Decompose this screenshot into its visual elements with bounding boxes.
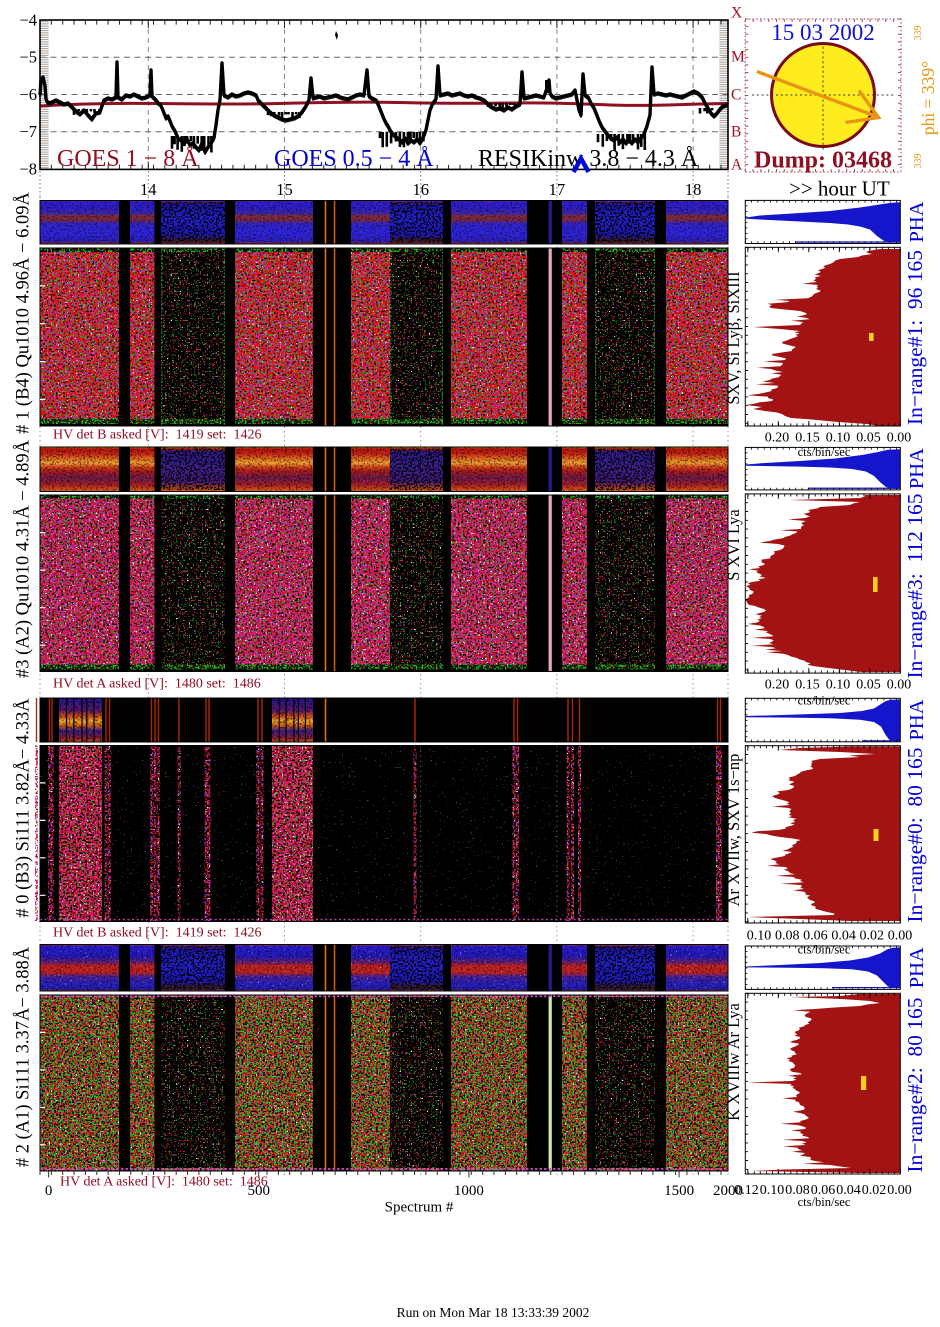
svg-text:cts/bin/sec: cts/bin/sec xyxy=(798,445,851,459)
svg-text:GOES 0.5 − 4 Å: GOES 0.5 − 4 Å xyxy=(274,146,434,172)
svg-text:In−range#1: 96 165: In−range#1: 96 165 xyxy=(903,250,927,425)
svg-text:0.00: 0.00 xyxy=(887,431,912,446)
svg-text:PHA: PHA xyxy=(906,201,928,242)
svg-text:HV det A asked [V]: 1480 set:: HV det A asked [V]: 1480 set: 1486 xyxy=(53,677,261,692)
svg-text:In−range#0: 80 165: In−range#0: 80 165 xyxy=(903,747,927,922)
svg-text:0.08: 0.08 xyxy=(785,1183,810,1198)
svg-text:−7: −7 xyxy=(19,122,37,141)
svg-text:2000: 2000 xyxy=(713,1183,743,1199)
svg-text:0.10: 0.10 xyxy=(826,431,851,446)
svg-text:SXV, Si Lyβ, SiXIII: SXV, Si Lyβ, SiXIII xyxy=(724,271,743,404)
svg-text:0.05: 0.05 xyxy=(856,678,881,693)
svg-text:0.04: 0.04 xyxy=(831,929,856,944)
svg-text:−5: −5 xyxy=(19,47,37,66)
svg-text:GOES 1 − 8 Å: GOES 1 − 8 Å xyxy=(57,146,199,172)
svg-text:B: B xyxy=(731,124,741,141)
svg-text:0.06: 0.06 xyxy=(803,929,828,944)
svg-text:500: 500 xyxy=(247,1183,270,1199)
svg-text:PHA: PHA xyxy=(906,947,928,988)
svg-text:In−range#2: 80 165: In−range#2: 80 165 xyxy=(903,997,927,1172)
svg-text:0: 0 xyxy=(45,1183,53,1199)
svg-text:0.12: 0.12 xyxy=(734,1183,759,1198)
svg-text:S XVI Lya: S XVI Lya xyxy=(724,509,743,581)
svg-text:0.04: 0.04 xyxy=(836,1183,861,1198)
svg-text:14: 14 xyxy=(140,180,157,199)
svg-text:0.00: 0.00 xyxy=(888,929,913,944)
svg-text:Run on Mon Mar 18 13:33:39 200: Run on Mon Mar 18 13:33:39 2002 xyxy=(397,1305,590,1320)
svg-text:0.15: 0.15 xyxy=(795,678,820,693)
svg-text:X: X xyxy=(731,5,742,22)
svg-text:HV det A asked [V]: 1480 set:: HV det A asked [V]: 1480 set: 1486 xyxy=(60,1175,268,1190)
svg-text:0.10: 0.10 xyxy=(826,678,851,693)
svg-text:A: A xyxy=(731,157,743,174)
svg-text:17: 17 xyxy=(549,180,566,199)
svg-text:0.02: 0.02 xyxy=(860,929,885,944)
svg-text:0.10: 0.10 xyxy=(760,1183,785,1198)
svg-text:1500: 1500 xyxy=(664,1183,694,1199)
svg-text:M: M xyxy=(731,49,745,66)
svg-text:0.02: 0.02 xyxy=(862,1183,887,1198)
svg-text:0.06: 0.06 xyxy=(811,1183,836,1198)
svg-text:−6: −6 xyxy=(19,85,37,104)
svg-text:Spectrum #: Spectrum # xyxy=(385,1200,454,1216)
svg-text:−4: −4 xyxy=(19,10,37,29)
svg-text:0.20: 0.20 xyxy=(765,431,790,446)
svg-text:# 1 (B4) Qu1010 4.96Å − 6.09Å: # 1 (B4) Qu1010 4.96Å − 6.09Å xyxy=(13,192,34,434)
svg-text:C: C xyxy=(731,87,741,104)
svg-text:In−range#3: 112 165: In−range#3: 112 165 xyxy=(903,493,927,678)
svg-text:phi = 339°: phi = 339° xyxy=(918,61,938,135)
svg-text:18: 18 xyxy=(685,180,702,199)
svg-text:cts/bin/sec: cts/bin/sec xyxy=(798,694,851,708)
svg-text:15: 15 xyxy=(276,180,293,199)
svg-text:−8: −8 xyxy=(19,160,37,179)
svg-text:15 03 2002: 15 03 2002 xyxy=(771,20,875,45)
svg-text:# 0 (B3) Si111 3.82Å− 4.33Å: # 0 (B3) Si111 3.82Å− 4.33Å xyxy=(13,698,34,918)
svg-text:#3 (A2) Qu1010 4.31Å − 4.89Å: #3 (A2) Qu1010 4.31Å − 4.89Å xyxy=(13,439,34,678)
svg-text:0.15: 0.15 xyxy=(795,431,820,446)
svg-text:>> hour UT: >> hour UT xyxy=(789,177,890,201)
svg-text:0.05: 0.05 xyxy=(856,431,881,446)
svg-text:HV det B asked [V]: 1419 set:: HV det B asked [V]: 1419 set: 1426 xyxy=(53,926,262,941)
svg-text:# 2 (A1) Si111 3.37Å− 3.88Å: # 2 (A1) Si111 3.37Å− 3.88Å xyxy=(13,946,34,1167)
svg-text:PHA: PHA xyxy=(906,699,928,740)
svg-text:PHA: PHA xyxy=(906,448,928,489)
svg-text:1000: 1000 xyxy=(454,1183,484,1199)
svg-text:0.00: 0.00 xyxy=(887,1183,912,1198)
svg-text:cts/bin/sec: cts/bin/sec xyxy=(798,1195,851,1209)
svg-text:0.10: 0.10 xyxy=(747,929,772,944)
svg-text:0.20: 0.20 xyxy=(765,678,790,693)
svg-text:Dump: 03468: Dump: 03468 xyxy=(754,148,892,174)
svg-text:339: 339 xyxy=(913,154,924,169)
svg-text:K XVIIIw Ar Lya: K XVIIIw Ar Lya xyxy=(724,1002,743,1120)
svg-text:16: 16 xyxy=(412,180,429,199)
svg-text:0.00: 0.00 xyxy=(887,678,912,693)
svg-text:cts/bin/sec: cts/bin/sec xyxy=(798,943,851,957)
svg-text:339: 339 xyxy=(913,26,924,41)
svg-text:0.08: 0.08 xyxy=(775,929,800,944)
svg-text:Ar XVIIw, SXV 1s−np: Ar XVIIw, SXV 1s−np xyxy=(724,754,743,907)
svg-text:HV det B asked [V]: 1419 set:: HV det B asked [V]: 1419 set: 1426 xyxy=(53,428,262,443)
